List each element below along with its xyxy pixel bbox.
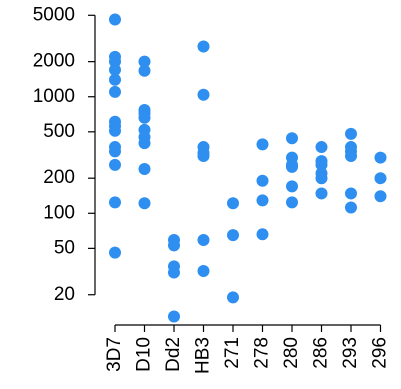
dot [227,229,239,242]
dot [138,197,151,210]
x-tick-label: D10 [134,337,155,372]
x-tick-label: 3D7 [104,337,125,372]
dot [197,264,210,277]
dot [374,172,387,185]
dot [168,239,180,252]
dot [197,40,210,53]
dot [138,111,151,124]
y-tick-label: 50 [54,237,75,258]
dot [256,138,269,151]
dot [109,145,121,158]
dot [256,228,269,241]
dot [197,88,210,101]
dot [197,233,210,246]
dot [109,196,121,209]
y-tick-label: 500 [43,121,75,142]
dot [286,180,298,193]
dot [345,150,357,163]
x-tick-label: 271 [222,337,243,369]
dot [138,64,151,77]
dot [197,150,210,163]
dot [315,187,328,200]
dot [138,137,151,150]
dot [109,124,121,137]
dot [286,132,298,145]
dot [315,172,328,185]
dot [345,187,357,200]
x-tick-label: HB3 [193,337,214,374]
dot [374,190,387,203]
y-tick-label: 20 [54,284,75,305]
dot [109,55,121,68]
dot [109,13,121,26]
x-tick-label: Dd2 [163,337,184,372]
dot [286,196,298,209]
dot [109,158,121,171]
dot [168,266,180,279]
dot [138,55,151,68]
dot [256,194,269,207]
dot [227,197,239,210]
dot [256,174,269,187]
dot [286,160,298,173]
x-tick-label: 286 [311,337,332,369]
dot [374,151,387,164]
dot [109,85,121,98]
dot [109,246,121,259]
dot [315,141,328,154]
dot [345,201,357,214]
dot [109,73,121,86]
dot [345,127,357,140]
dot [227,291,239,304]
x-tick-label: 296 [370,337,391,369]
y-tick-label: 1000 [33,86,75,107]
y-tick-label: 200 [43,167,75,188]
y-tick-label: 5000 [33,4,75,25]
y-tick-label: 100 [43,202,75,223]
x-tick-label: 278 [252,337,273,369]
dot [138,162,151,175]
dot [315,158,328,171]
x-tick-label: 280 [281,337,302,369]
x-tick-label: 293 [340,337,361,369]
y-tick-label: 2000 [33,51,75,72]
dot [168,310,180,323]
dot [109,63,121,76]
